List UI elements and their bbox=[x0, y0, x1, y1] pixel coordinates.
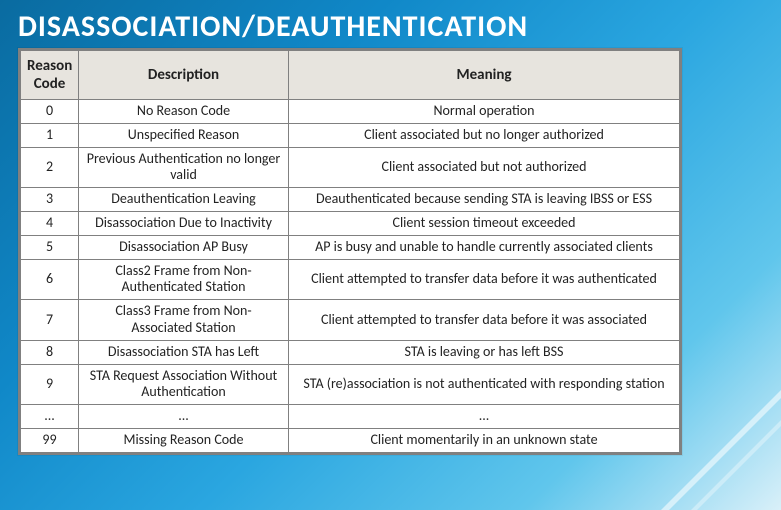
cell-code: 9 bbox=[21, 364, 79, 405]
table-row: 1 Unspecified Reason Client associated b… bbox=[21, 123, 680, 147]
cell-meaning: STA is leaving or has left BSS bbox=[289, 340, 680, 364]
table-row: 8 Disassociation STA has Left STA is lea… bbox=[21, 340, 680, 364]
cell-code: ... bbox=[21, 405, 79, 429]
table-row: 9 STA Request Association Without Authen… bbox=[21, 364, 680, 405]
cell-meaning: Client associated but no longer authoriz… bbox=[289, 123, 680, 147]
table-row: 2 Previous Authentication no longer vali… bbox=[21, 147, 680, 188]
cell-code: 4 bbox=[21, 211, 79, 235]
cell-code: 99 bbox=[21, 428, 79, 452]
slide: DISASSOCIATION/DEAUTHENTICATION Reason C… bbox=[0, 0, 781, 510]
cell-code: 3 bbox=[21, 188, 79, 212]
cell-desc: Disassociation Due to Inactivity bbox=[79, 211, 289, 235]
cell-meaning: ... bbox=[289, 405, 680, 429]
table-row: 6 Class2 Frame from Non-Authenticated St… bbox=[21, 259, 680, 300]
table-row: 4 Disassociation Due to Inactivity Clien… bbox=[21, 211, 680, 235]
cell-desc: Previous Authentication no longer valid bbox=[79, 147, 289, 188]
table-row: 5 Disassociation AP Busy AP is busy and … bbox=[21, 235, 680, 259]
col-header-meaning: Meaning bbox=[289, 51, 680, 100]
table-row: 3 Deauthentication Leaving Deauthenticat… bbox=[21, 188, 680, 212]
cell-desc: Disassociation STA has Left bbox=[79, 340, 289, 364]
slide-title: DISASSOCIATION/DEAUTHENTICATION bbox=[0, 0, 781, 45]
cell-code: 2 bbox=[21, 147, 79, 188]
col-header-code: Reason Code bbox=[21, 51, 79, 100]
cell-meaning: Normal operation bbox=[289, 100, 680, 124]
cell-desc: Class3 Frame from Non-Associated Station bbox=[79, 300, 289, 341]
cell-desc: Deauthentication Leaving bbox=[79, 188, 289, 212]
table-row: 99 Missing Reason Code Client momentaril… bbox=[21, 428, 680, 452]
cell-desc: ... bbox=[79, 405, 289, 429]
cell-meaning: Client attempted to transfer data before… bbox=[289, 259, 680, 300]
cell-desc: Missing Reason Code bbox=[79, 428, 289, 452]
table-row: 0 No Reason Code Normal operation bbox=[21, 100, 680, 124]
cell-code: 5 bbox=[21, 235, 79, 259]
cell-code: 1 bbox=[21, 123, 79, 147]
table-header-row: Reason Code Description Meaning bbox=[21, 51, 680, 100]
cell-meaning: Client attempted to transfer data before… bbox=[289, 300, 680, 341]
reason-code-table-container: Reason Code Description Meaning 0 No Rea… bbox=[18, 48, 682, 455]
cell-desc: No Reason Code bbox=[79, 100, 289, 124]
cell-desc: Class2 Frame from Non-Authenticated Stat… bbox=[79, 259, 289, 300]
col-header-desc: Description bbox=[79, 51, 289, 100]
cell-meaning: AP is busy and unable to handle currentl… bbox=[289, 235, 680, 259]
cell-desc: Disassociation AP Busy bbox=[79, 235, 289, 259]
cell-code: 6 bbox=[21, 259, 79, 300]
cell-code: 8 bbox=[21, 340, 79, 364]
cell-meaning: Deauthenticated because sending STA is l… bbox=[289, 188, 680, 212]
cell-meaning: Client associated but not authorized bbox=[289, 147, 680, 188]
table-row: 7 Class3 Frame from Non-Associated Stati… bbox=[21, 300, 680, 341]
cell-code: 0 bbox=[21, 100, 79, 124]
cell-desc: STA Request Association Without Authenti… bbox=[79, 364, 289, 405]
cell-meaning: Client momentarily in an unknown state bbox=[289, 428, 680, 452]
cell-code: 7 bbox=[21, 300, 79, 341]
cell-meaning: Client session timeout exceeded bbox=[289, 211, 680, 235]
cell-meaning: STA (re)association is not authenticated… bbox=[289, 364, 680, 405]
table-row: ... ... ... bbox=[21, 405, 680, 429]
reason-code-table: Reason Code Description Meaning 0 No Rea… bbox=[20, 50, 680, 453]
cell-desc: Unspecified Reason bbox=[79, 123, 289, 147]
